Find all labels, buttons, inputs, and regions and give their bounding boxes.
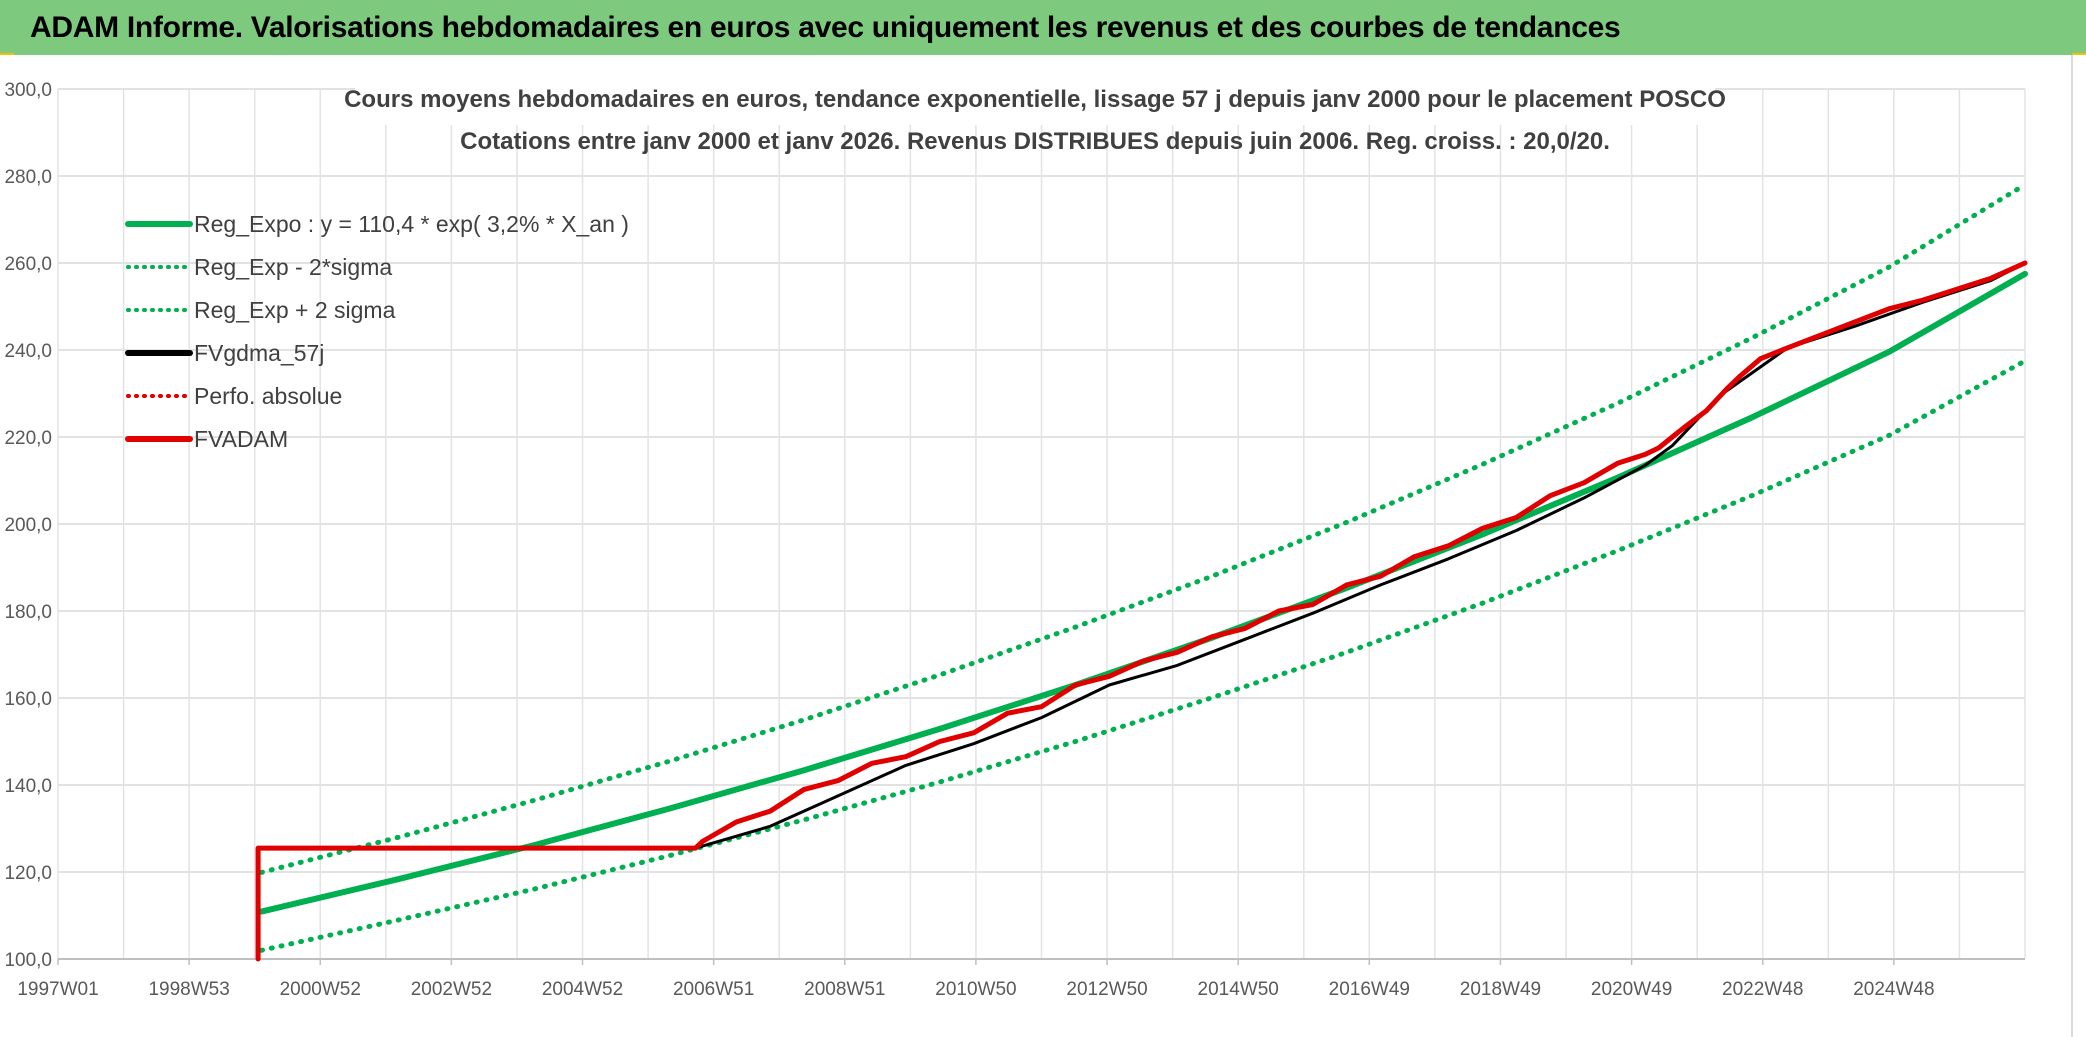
x-tick-label: 2024W48 bbox=[1853, 979, 1934, 1000]
legend-label: Reg_Exp + 2 sigma bbox=[194, 297, 396, 323]
x-tick-label: 2010W50 bbox=[935, 979, 1016, 1000]
x-tick-label: 2002W52 bbox=[411, 979, 492, 1000]
x-tick-label: 1998W53 bbox=[148, 979, 229, 1000]
y-tick-label: 180,0 bbox=[4, 602, 52, 623]
x-tick-label: 2008W51 bbox=[804, 979, 885, 1000]
chart-legend: Reg_Expo : y = 110,4 * exp( 3,2% * X_an … bbox=[125, 211, 629, 452]
series-line-5 bbox=[255, 260, 2028, 962]
x-tick-label: 2022W48 bbox=[1722, 979, 1803, 1000]
y-axis-ticks: 100,0 120,0 140,0 160,0 180,0 200,0 220,0 240,0… bbox=[4, 80, 52, 971]
x-tick-label: 2006W51 bbox=[673, 979, 754, 1000]
y-tick-label: 120,0 bbox=[4, 863, 52, 884]
series-line-2 bbox=[259, 182, 2028, 875]
y-tick-label: 200,0 bbox=[4, 515, 52, 536]
y-tick-label: 280,0 bbox=[4, 167, 52, 188]
y-tick-label: 100,0 bbox=[4, 950, 52, 971]
x-axis-ticks: 1997W01 1998W53 2000W52 2002W52 2004W52 2006W… bbox=[17, 959, 1935, 1000]
line-chart: 100,0 120,0 140,0 160,0 180,0 200,0 220,0 240,0… bbox=[0, 55, 2086, 1037]
y-tick-label: 160,0 bbox=[4, 689, 52, 710]
report-banner: ADAM Informe. Valorisations hebdomadaire… bbox=[0, 0, 2086, 55]
x-tick-label: 2014W50 bbox=[1198, 979, 1279, 1000]
x-tick-label: 2016W49 bbox=[1329, 979, 1410, 1000]
legend-label: FVgdma_57j bbox=[194, 340, 324, 366]
x-tick-label: 2018W49 bbox=[1460, 979, 1541, 1000]
y-tick-label: 240,0 bbox=[4, 341, 52, 362]
report-title: ADAM Informe. Valorisations hebdomadaire… bbox=[30, 10, 1621, 44]
x-tick-label: 2000W52 bbox=[280, 979, 361, 1000]
title-backdrop bbox=[355, 73, 1715, 125]
y-tick-label: 220,0 bbox=[4, 428, 52, 449]
x-tick-label: 2012W50 bbox=[1066, 979, 1147, 1000]
series-lines bbox=[255, 182, 2028, 962]
x-tick-label: 2004W52 bbox=[542, 979, 623, 1000]
legend-label: Perfo. absolue bbox=[194, 383, 342, 409]
legend-label: Reg_Expo : y = 110,4 * exp( 3,2% * X_an … bbox=[194, 211, 629, 237]
series-line-1 bbox=[259, 358, 2028, 953]
legend-label: Reg_Exp - 2*sigma bbox=[194, 254, 392, 280]
chart-background bbox=[0, 55, 2086, 1037]
y-tick-label: 260,0 bbox=[4, 254, 52, 275]
y-tick-label: 140,0 bbox=[4, 776, 52, 797]
chart-title: Cours moyens hebdomadaires en euros, ten… bbox=[344, 86, 1726, 113]
x-tick-label: 2020W49 bbox=[1591, 979, 1672, 1000]
y-tick-label: 300,0 bbox=[4, 80, 52, 101]
chart-subtitle: Cotations entre janv 2000 et janv 2026. … bbox=[460, 128, 1610, 155]
legend-label: FVADAM bbox=[194, 426, 288, 452]
x-tick-label: 1997W01 bbox=[17, 979, 98, 1000]
